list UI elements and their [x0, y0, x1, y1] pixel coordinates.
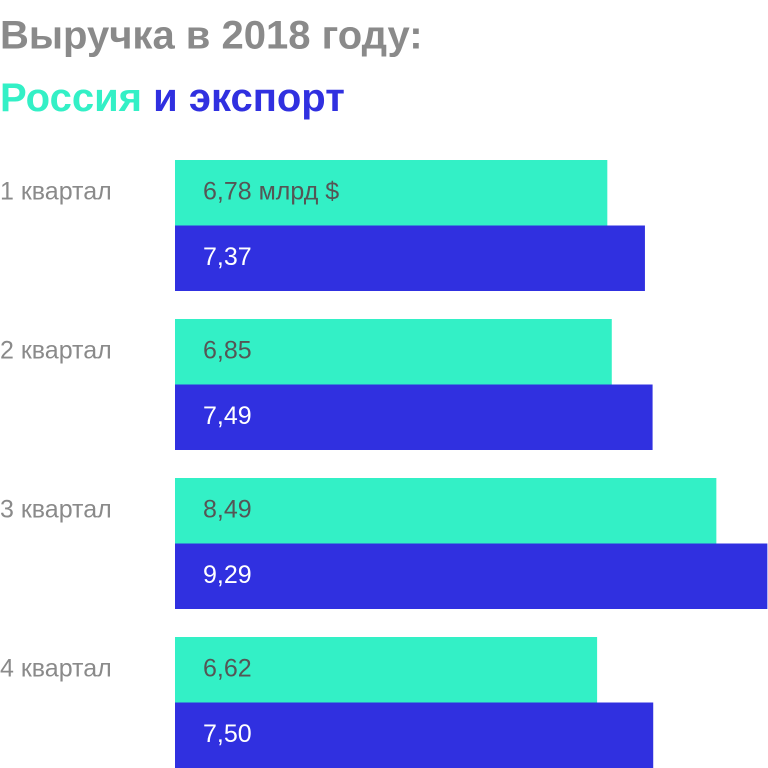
bar [175, 160, 608, 226]
value-label: 7,50 [203, 720, 252, 748]
value-label: 6,62 [203, 654, 252, 682]
value-label: 7,49 [203, 402, 252, 430]
value-label: 9,29 [203, 561, 252, 589]
value-label: 6,78 млрд $ [203, 177, 339, 205]
category-label: 4 квартал [0, 654, 112, 682]
value-label: 6,85 [203, 336, 252, 364]
bar [175, 702, 654, 768]
legend: Россия и экспорт [0, 76, 345, 120]
category-label: 2 квартал [0, 336, 112, 364]
value-label: 8,49 [203, 495, 252, 523]
bar [175, 637, 598, 703]
bar [175, 543, 768, 609]
bar [175, 478, 717, 544]
legend-entry: экспорт [189, 76, 345, 120]
chart-title: Выручка в 2018 году: [0, 14, 423, 58]
bar [175, 384, 653, 450]
legend-entry: Россия [0, 76, 142, 120]
bar [175, 225, 645, 291]
category-label: 3 квартал [0, 495, 112, 523]
bar [175, 319, 612, 385]
category-label: 1 квартал [0, 177, 112, 205]
legend-separator: и [153, 76, 178, 120]
value-label: 7,37 [203, 243, 252, 271]
